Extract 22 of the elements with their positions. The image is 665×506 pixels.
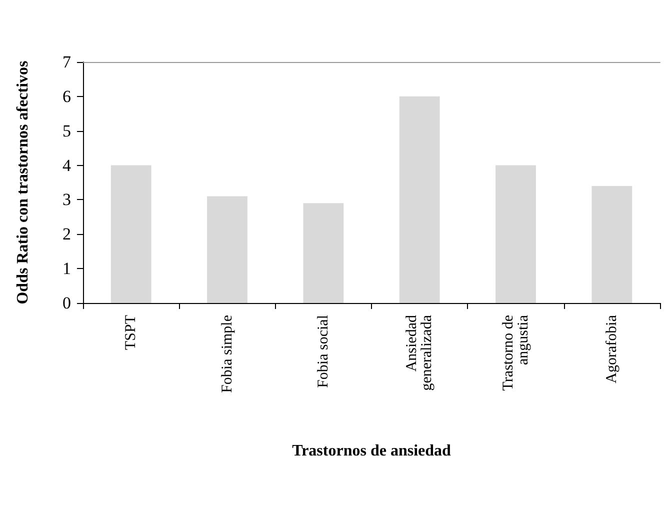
bar	[399, 96, 440, 303]
x-tick-label: Trastorno de angustia	[500, 314, 532, 391]
y-tick-label: 6	[62, 86, 71, 106]
y-tick-label: 5	[62, 121, 71, 140]
bar	[207, 196, 248, 303]
y-tick-label: 7	[62, 52, 72, 72]
x-tick-label: Fobia simple	[219, 314, 236, 393]
bar	[592, 186, 632, 303]
x-tick-label: Ansiedad generalizada	[404, 314, 436, 391]
x-axis-title: Trastornos de ansiedad	[292, 442, 452, 460]
x-tick-label: Agorafobia	[604, 314, 620, 384]
x-tick-label: Fobia social	[315, 315, 332, 388]
y-tick-label: 0	[62, 294, 71, 312]
bar	[496, 165, 536, 303]
y-tick-label: 3	[62, 190, 71, 210]
bar	[303, 203, 344, 303]
y-tick-label: 4	[62, 156, 72, 175]
y-tick-label: 2	[62, 224, 71, 244]
y-tick-label: 1	[62, 259, 71, 278]
bar	[110, 165, 152, 303]
y-axis-title: Odds Ratio con trastornos afectivos	[14, 60, 32, 304]
x-tick-label: TSPT	[123, 315, 140, 350]
